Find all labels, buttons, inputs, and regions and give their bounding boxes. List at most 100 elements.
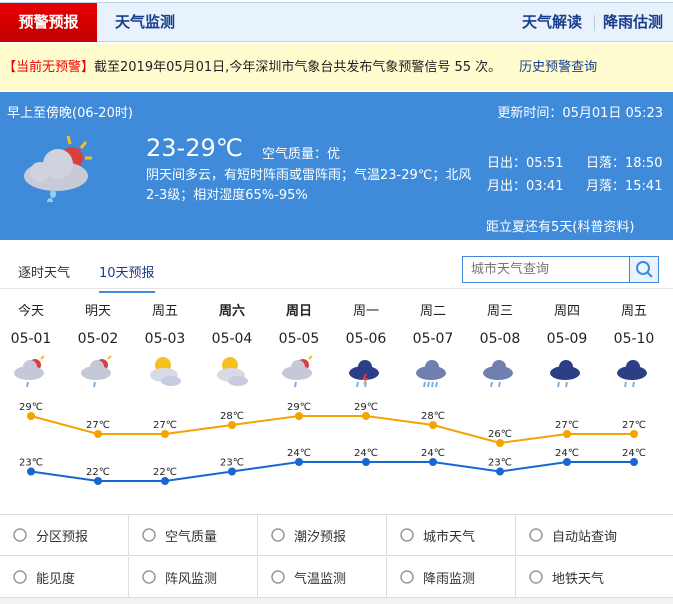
- weekday: 周五: [151, 304, 178, 319]
- solar-term-link[interactable]: 距立夏还有5天(科普资料): [486, 220, 635, 235]
- link-label: 阵风监测: [165, 571, 218, 587]
- sunset: 日落：18:50: [586, 156, 663, 171]
- link-label: 潮汐预报: [294, 529, 347, 545]
- date: 05-08: [479, 331, 521, 347]
- divider: [594, 15, 595, 31]
- link-label: 自动站查询: [552, 529, 618, 545]
- cloud-sun-rain-icon: [81, 355, 112, 388]
- forecast-day: 周日 05-05: [269, 300, 329, 393]
- low-temp-point: [429, 458, 437, 466]
- tab-hourly[interactable]: 逐时天气: [18, 266, 71, 281]
- date: 05-05: [278, 331, 320, 347]
- high-temp-point: [563, 430, 571, 438]
- high-temp-label: 27℃: [555, 420, 579, 431]
- forecast-day: 周五 05-03: [135, 300, 195, 393]
- high-temp-label: 26℃: [488, 429, 512, 440]
- forecast-day: 周一 05-06: [336, 300, 396, 393]
- low-temp-point: [161, 477, 169, 485]
- description: 阴天间多云，有短时阵雨或雷阵雨；气温23-29℃；北风2-3级；相对湿度65%-…: [146, 168, 472, 203]
- moonset: 月落：15:41: [586, 179, 663, 194]
- forecast-day: 周二 05-07: [403, 300, 463, 393]
- low-temp-label: 22℃: [153, 467, 177, 478]
- link-thermometer[interactable]: 气温监测: [258, 557, 387, 598]
- weekday: 明天: [84, 304, 111, 319]
- high-temp-point: [228, 421, 236, 429]
- air-value: 优: [327, 147, 341, 162]
- weekday: 周日: [285, 304, 312, 319]
- low-temp-point: [362, 458, 370, 466]
- weekday: 周二: [419, 304, 446, 319]
- moonrise: 月出：03:41: [487, 179, 564, 194]
- moderate-rain-icon: [483, 360, 513, 388]
- low-temp-label: 23℃: [19, 458, 43, 469]
- high-temp-line: [30, 415, 634, 445]
- cloud-sun-rain-icon: [282, 355, 313, 388]
- link-label: 城市天气: [423, 529, 476, 545]
- today-panel: 早上至傍晚(06-20时) 更新时间：05月01日 05:23 23-29℃ 空…: [0, 92, 673, 240]
- sunrise: 日出：05:51: [487, 156, 564, 171]
- high-temp-label: 27℃: [153, 420, 177, 431]
- link-city-weather[interactable]: 城市天气: [387, 515, 516, 556]
- high-temp-point: [295, 412, 303, 420]
- link-label: 地铁天气: [552, 571, 605, 587]
- low-temp-label: 24℃: [354, 448, 378, 459]
- weekday: 周三: [486, 304, 513, 319]
- high-temp-point: [94, 430, 102, 438]
- link-tide[interactable]: 潮汐预报: [258, 515, 387, 556]
- low-temp-label: 23℃: [220, 458, 244, 469]
- high-temp-point: [630, 430, 638, 438]
- low-temp-label: 24℃: [555, 448, 579, 459]
- forecast-day: 今天 05-01: [1, 300, 61, 393]
- low-temp-point: [563, 458, 571, 466]
- link-eye[interactable]: 能见度: [0, 557, 129, 598]
- low-temp-point: [228, 467, 236, 476]
- high-temp-label: 27℃: [622, 420, 646, 431]
- link-wind[interactable]: 阵风监测: [129, 557, 258, 598]
- city-search-input[interactable]: [463, 257, 629, 282]
- search-button[interactable]: [629, 257, 658, 282]
- tab-10day[interactable]: 10天预报: [99, 262, 155, 293]
- subway-icon: [529, 570, 543, 584]
- alert-status: 【当前无预警】: [3, 60, 95, 75]
- date: 05-10: [613, 331, 655, 347]
- thermometer-icon: [271, 570, 285, 584]
- low-temp-label: 24℃: [622, 448, 646, 459]
- weekday: 周四: [553, 304, 580, 319]
- forecast-day: 周五 05-10: [604, 300, 664, 393]
- temp-range: 23-29℃: [146, 134, 243, 162]
- link-subway[interactable]: 地铁天气: [516, 557, 673, 598]
- high-temp-label: 29℃: [354, 402, 378, 413]
- history-link[interactable]: 历史预警查询: [519, 60, 598, 75]
- weekday: 今天: [17, 304, 44, 319]
- update-time: 更新时间：05月01日 05:23: [497, 106, 663, 121]
- date: 05-01: [10, 331, 52, 347]
- temperature-chart: 29℃ 27℃ 27℃ 28℃ 29℃ 29℃ 28℃ 26℃ 27℃ 27℃ 23℃ 22℃ 22℃ 2…: [19, 402, 646, 485]
- period: 早上至傍晚(06-20时): [7, 106, 133, 121]
- wind-icon: [142, 570, 156, 584]
- high-temp-label: 29℃: [287, 402, 311, 413]
- tide-icon: [271, 528, 285, 542]
- date: 05-06: [345, 331, 387, 347]
- city-weather-icon: [400, 528, 414, 542]
- link-leaf[interactable]: 空气质量: [129, 515, 258, 556]
- top-nav: 预警预报 天气监测 天气解读 降雨估测: [0, 2, 673, 42]
- low-temp-point: [630, 458, 638, 466]
- low-temp-label: 24℃: [421, 448, 445, 459]
- low-temp-label: 22℃: [86, 467, 110, 478]
- forecast-day: 周四 05-09: [537, 300, 597, 393]
- low-temp-point: [295, 458, 303, 466]
- link-rain-cloud[interactable]: 降雨监测: [387, 557, 516, 598]
- rain-cloud-icon: [400, 570, 414, 584]
- tab-warning-forecast[interactable]: 预警预报: [0, 3, 97, 42]
- link-weather-station[interactable]: 自动站查询: [516, 515, 673, 556]
- link-map-pin[interactable]: 分区预报: [0, 515, 129, 556]
- high-temp-label: 29℃: [19, 402, 43, 413]
- weekday: 周一: [352, 304, 379, 319]
- high-temp-point: [496, 439, 504, 447]
- link-rain-estimate[interactable]: 降雨估测: [603, 13, 664, 31]
- tab-weather-monitor[interactable]: 天气监测: [115, 13, 176, 31]
- map-pin-icon: [13, 528, 27, 542]
- link-weather-interpret[interactable]: 天气解读: [522, 13, 583, 31]
- air-label: 空气质量：: [262, 147, 328, 162]
- weather-station-icon: [529, 528, 543, 542]
